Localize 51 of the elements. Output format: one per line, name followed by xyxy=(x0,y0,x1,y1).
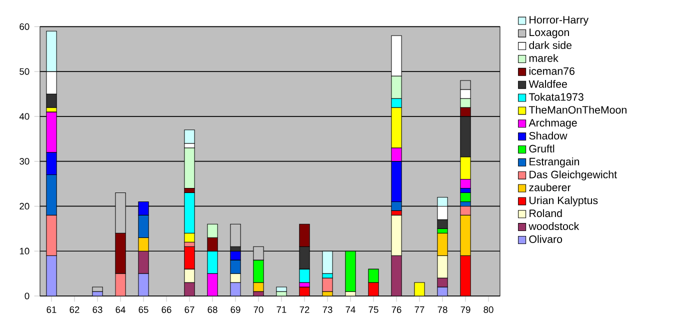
y-tick-label: 0 xyxy=(24,292,30,300)
x-tick-label: 67 xyxy=(184,306,194,313)
y-tick-label: 50 xyxy=(20,68,30,75)
legend-label: Loxagon xyxy=(530,28,569,38)
legend-label: Das Gleichgewicht xyxy=(530,170,617,180)
x-tick-label: 79 xyxy=(460,306,470,313)
bar xyxy=(184,148,195,189)
x-tick-label: 62 xyxy=(70,306,80,313)
legend-label: Waldfee xyxy=(528,80,567,88)
legend-label: Urian Kalyptus xyxy=(530,196,598,206)
x-tick-label: 68 xyxy=(208,306,218,313)
legend-label: TheManOnTheMoon xyxy=(528,106,626,114)
y-tick-label: 30 xyxy=(20,158,30,165)
x-tick-label: 78 xyxy=(438,306,448,313)
bar xyxy=(322,278,333,292)
legend-label: Roland xyxy=(530,209,562,218)
x-tick-label: 76 xyxy=(392,306,402,313)
legend-label: Gruftl xyxy=(529,144,554,152)
x-tick-label: 77 xyxy=(414,306,424,313)
bar xyxy=(345,250,356,292)
legend-label: dark side xyxy=(529,41,572,50)
x-tick-label: 64 xyxy=(116,306,126,313)
legend-label: woodstock xyxy=(528,222,580,230)
x-tick-label: 71 xyxy=(276,306,286,313)
x-tick-label: 61 xyxy=(46,306,56,313)
legend-label: iceman76 xyxy=(529,67,574,75)
legend-label: Estrangain xyxy=(530,158,580,168)
legend-label: zauberer xyxy=(529,183,571,192)
legend-label: Olivaro xyxy=(529,235,562,243)
x-tick-label: 80 xyxy=(484,306,494,313)
x-tick-label: 63 xyxy=(92,306,102,313)
x-tick-label: 74 xyxy=(346,306,356,313)
x-tick-label: 75 xyxy=(368,306,378,313)
legend-label: marek xyxy=(529,54,558,62)
legend-label: Horror-Harry xyxy=(530,16,589,26)
legend-label: Tokata1973 xyxy=(528,92,584,101)
x-tick-label: 70 xyxy=(254,306,264,313)
legend-label: Shadow xyxy=(529,132,568,140)
x-tick-label: 65 xyxy=(138,306,148,313)
legend-label: Archmage xyxy=(528,118,577,129)
x-tick-label: 69 xyxy=(230,306,240,313)
bar xyxy=(184,130,195,144)
bar xyxy=(92,286,103,292)
bar xyxy=(276,286,287,292)
x-tick-label: 73 xyxy=(322,306,332,313)
y-tick-label: 40 xyxy=(19,113,30,120)
y-tick-label: 20 xyxy=(20,202,30,210)
x-tick-label: 66 xyxy=(162,306,172,313)
y-tick-label: 60 xyxy=(20,23,30,30)
x-tick-label: 72 xyxy=(300,306,310,313)
y-tick-label: 10 xyxy=(20,248,30,254)
